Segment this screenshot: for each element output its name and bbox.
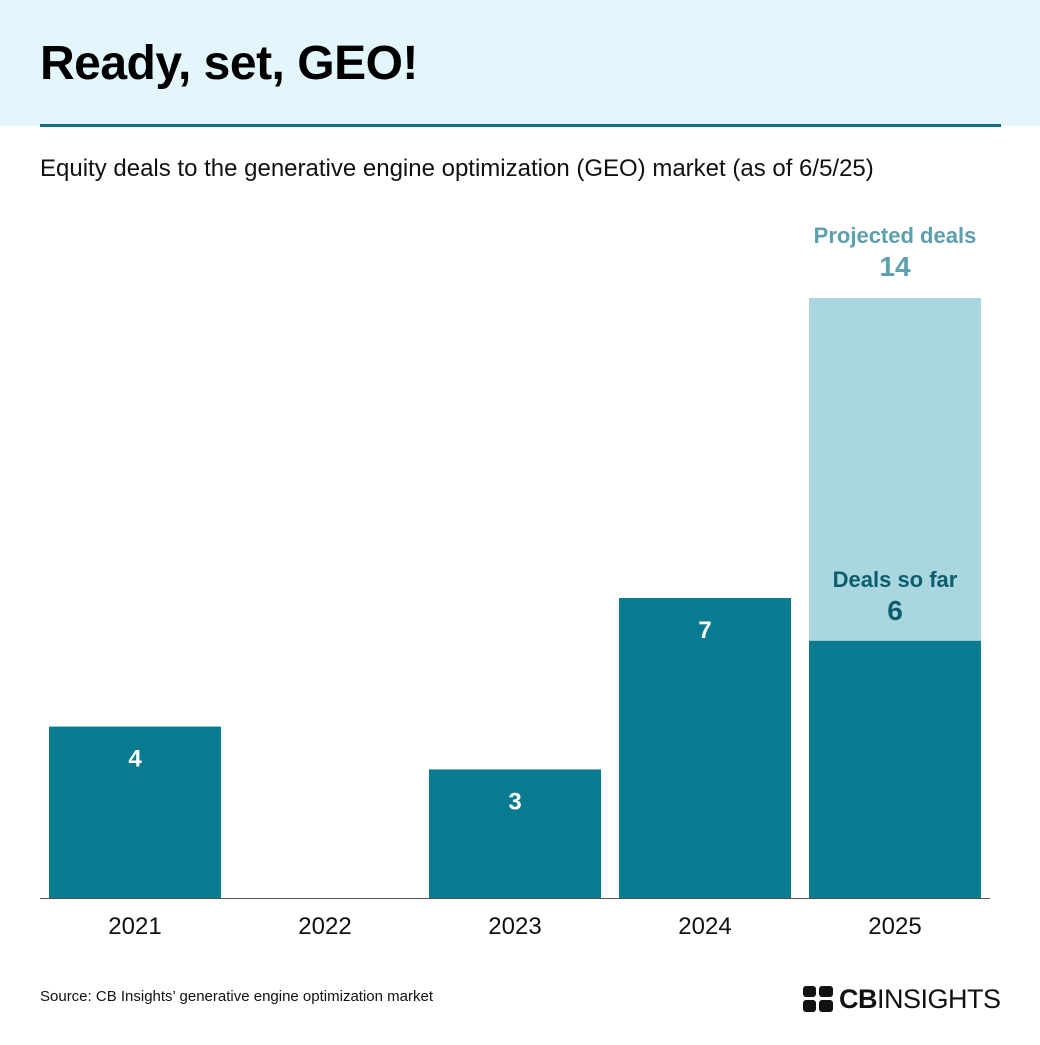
chart-title: Ready, set, GEO! — [40, 37, 418, 90]
x-tick-label-2024: 2024 — [678, 913, 731, 940]
cb-insights-logo-icon — [803, 986, 833, 1012]
data-label-2024: 7 — [698, 617, 711, 644]
bar-deals-2024 — [619, 598, 791, 898]
x-tick-label-2022: 2022 — [298, 913, 351, 940]
projected-deals-value: 14 — [879, 251, 911, 282]
deals-so-far-label: Deals so far — [833, 567, 958, 592]
header-band — [0, 0, 1040, 126]
bar-deals-2021 — [49, 726, 221, 898]
data-label-2021: 4 — [128, 746, 142, 773]
cb-insights-logo: CBINSIGHTS — [803, 984, 1001, 1014]
x-tick-label-2023: 2023 — [488, 913, 541, 940]
projected-deals-label: Projected deals — [814, 223, 977, 248]
bar-deals-2023 — [429, 769, 601, 898]
logo-wordmark: CBINSIGHTS — [839, 984, 1001, 1014]
deals-so-far-value: 6 — [887, 595, 903, 626]
data-label-2023: 3 — [508, 788, 521, 815]
header-divider — [40, 124, 1001, 127]
source-note: Source: CB Insights’ generative engine o… — [40, 988, 433, 1005]
chart-subtitle: Equity deals to the generative engine op… — [40, 155, 874, 182]
x-tick-label-2025: 2025 — [868, 913, 921, 940]
bar-deals-2025 — [809, 640, 981, 898]
x-tick-label-2021: 2021 — [108, 913, 161, 940]
